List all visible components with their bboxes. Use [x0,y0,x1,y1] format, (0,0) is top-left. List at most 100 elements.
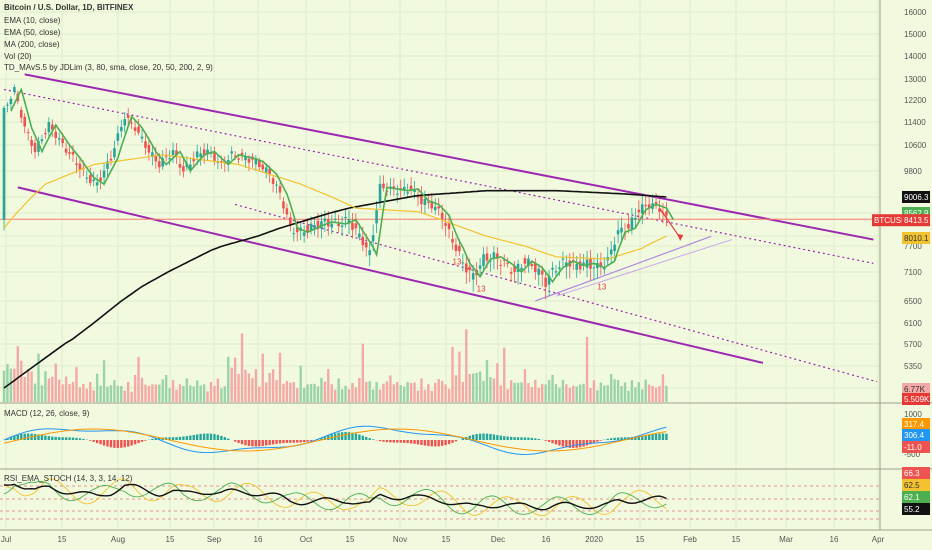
macd-signal-line [3,428,667,452]
macd-hist-60 [209,433,213,440]
candle-body-31 [109,158,113,161]
volume-bar-113 [392,384,396,402]
volume-bar-92 [320,377,323,402]
candle-body-184 [637,209,641,213]
channel-upper-line [24,73,874,241]
x-tick-label-18: Apr [872,535,885,544]
volume-bar-120 [416,390,420,402]
candle-body-87 [302,232,306,236]
candle-body-127 [440,212,444,220]
volume-bar-23 [82,383,85,402]
candle-body-38 [133,127,137,131]
x-tick-label-6: Oct [300,535,313,544]
candle-body-99 [344,216,347,218]
candle-body-128 [444,223,447,226]
macd-hist-101 [351,432,354,440]
candle-body-43 [151,152,154,158]
macd-hist-119 [413,440,416,444]
volume-bar-181 [627,390,630,402]
candle-body-46 [161,158,164,167]
volume-bar-160 [554,384,558,402]
volume-bar-103 [358,378,361,402]
candle-body-100 [347,219,351,224]
macd-hist-76 [265,440,268,446]
candle-body-89 [309,223,313,231]
projection-arrow-head [677,233,684,241]
time-axis: Jul 15 Aug 15 Sep 16 Oct 15 Nov 15 Dec 16 2020 15 Feb 1… [1,535,885,544]
candle-body-1 [6,104,9,106]
tag-volume-text: 5.509K [904,395,930,404]
volume-bar-121 [420,378,423,402]
volume-bar-34 [120,386,123,402]
volume-bar-140 [485,359,489,402]
macd-pane [3,425,668,456]
macd-hist-33 [116,440,120,448]
macd-hist-7 [26,433,30,440]
macd-hist-121 [420,440,423,446]
volume-bar-79 [275,379,278,402]
volume-bar-136 [472,373,475,402]
legend-macd: MACD (12, 26, close, 9) [4,409,90,418]
macd-hist-186 [644,435,647,440]
volume-bar-107 [371,389,375,402]
candle-body-181 [627,223,630,229]
volume-bar-35 [123,390,126,402]
chart-title: Bitcoin / U.S. Dollar, 1D, BITFINEX [4,3,134,12]
candle-body-130 [451,238,454,243]
x-tick-label-9: 15 [442,535,451,544]
macd-hist-37 [130,440,133,446]
volume-bar-154 [534,379,537,402]
macd-hist-34 [120,440,123,448]
candle-body-119 [413,189,416,193]
candle-body-189 [654,202,658,205]
candle-body-35 [123,119,127,126]
candle-body-159 [551,267,554,270]
candle-body-108 [375,210,378,224]
macd-hist-55 [192,434,195,440]
volume-bar-126 [437,379,440,402]
y-tick-label-1: 15000 [904,30,927,39]
volume-bar-115 [399,385,402,402]
y-tick-label-3: 13000 [904,75,927,84]
macd-hist-167 [578,440,582,448]
macd-hist-138 [478,433,482,440]
macd-hist-1 [6,438,9,440]
candle-body-154 [534,262,537,272]
macd-hist-74 [258,440,261,447]
volume-bar-11 [40,385,44,402]
candle-body-44 [154,155,158,162]
volume-bar-122 [423,389,427,402]
volume-bar-186 [644,379,647,402]
candle-body-54 [189,164,192,170]
candle-body-40 [140,136,144,139]
macd-hist-168 [582,440,585,447]
volume-bar-89 [309,383,313,402]
macd-hist-152 [527,437,530,440]
candle-body-186 [644,205,647,207]
macd-hist-10 [37,434,40,440]
x-tick-label-11: 16 [542,535,551,544]
macd-hist-151 [523,437,527,440]
macd-hist-48 [168,437,171,440]
candle-body-104 [361,236,365,246]
volume-bar-57 [199,385,202,402]
volume-bar-178 [616,380,620,402]
macd-hist-87 [302,440,306,443]
macd-hist-179 [620,437,623,440]
macd-hist-9 [33,433,37,440]
candle-body-83 [289,217,292,225]
candle-body-82 [285,208,289,215]
candle-body-145 [502,259,506,261]
macd-hist-14 [51,436,54,440]
macd-hist-67 [233,440,237,442]
macd-hist-3 [13,435,16,440]
macd-hist-188 [651,434,654,440]
volume-bar-153 [530,387,534,402]
macd-hist-99 [344,432,347,440]
volume-bar-13 [47,378,51,402]
volume-bar-169 [585,336,589,402]
candle-body-98 [340,225,344,227]
volume-bar-145 [503,347,506,402]
macd-hist-170 [589,440,592,445]
macd-hist-65 [227,438,230,440]
